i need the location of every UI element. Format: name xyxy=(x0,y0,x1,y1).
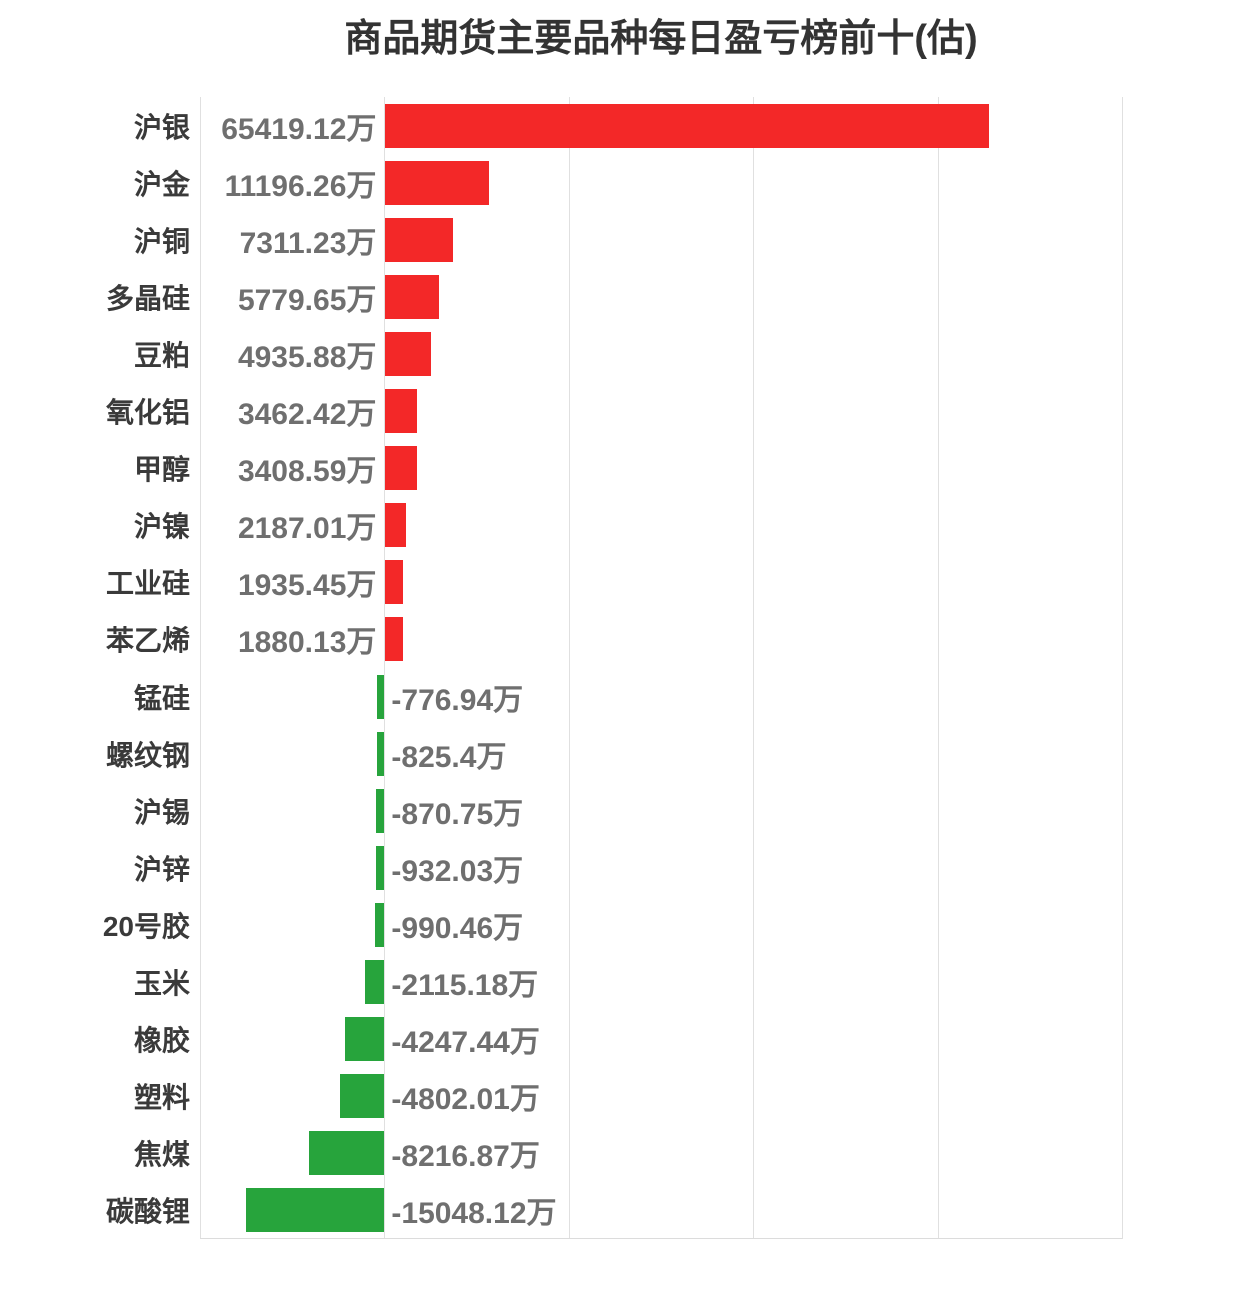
chart-bar[interactable] xyxy=(385,560,404,605)
category-label: 螺纹钢 xyxy=(105,739,190,771)
chart-bar[interactable] xyxy=(340,1074,385,1119)
chart-row: 玉米 -2115.18万 xyxy=(0,954,1246,1011)
chart-bar[interactable] xyxy=(375,902,385,947)
value-label: 1880.13万 xyxy=(237,626,377,660)
value-label: -990.46万 xyxy=(391,911,524,945)
chart-bar[interactable] xyxy=(375,845,385,890)
category-label: 苯乙烯 xyxy=(105,625,190,657)
gridline xyxy=(200,97,201,1239)
value-label: -4247.44万 xyxy=(391,1026,540,1060)
category-label: 焦煤 xyxy=(133,1139,190,1171)
chart-bar[interactable] xyxy=(385,446,417,491)
chart-row: 碳酸锂 -15048.12万 xyxy=(0,1182,1246,1239)
chart-row: 甲醇 3408.59万 xyxy=(0,440,1246,497)
chart-row: 沪银 65419.12万 xyxy=(0,97,1246,154)
category-label: 橡胶 xyxy=(133,1025,190,1057)
chart-bar[interactable] xyxy=(364,960,385,1005)
value-label: 1935.45万 xyxy=(237,569,377,603)
gridline xyxy=(568,97,570,1239)
category-label: 20号胶 xyxy=(102,910,190,942)
chart-row: 沪锡 -870.75万 xyxy=(0,782,1246,839)
chart-bar[interactable] xyxy=(385,274,439,319)
chart-rows: 沪银 65419.12万 沪金 11196.26万沪铜 7311.23万多晶硅 5779.… xyxy=(0,97,1246,1239)
chart-bar[interactable] xyxy=(308,1131,385,1176)
value-label: -15048.12万 xyxy=(391,1197,557,1231)
value-label: -776.94万 xyxy=(391,683,524,717)
chart-row: 豆粕 4935.88万 xyxy=(0,325,1246,382)
value-label: 7311.23万 xyxy=(239,226,377,260)
chart-bar[interactable] xyxy=(385,503,406,548)
chart-row: 螺纹钢 -825.4万 xyxy=(0,725,1246,782)
gridline xyxy=(937,97,939,1239)
value-label: 4935.88万 xyxy=(237,340,377,374)
category-label: 沪金 xyxy=(133,168,190,200)
chart-row: 塑料 -4802.01万 xyxy=(0,1068,1246,1125)
chart-row: 沪金 11196.26万 xyxy=(0,154,1246,211)
chart-row: 20号胶 -990.46万 xyxy=(0,896,1246,953)
chart-bar[interactable] xyxy=(376,731,385,776)
value-label: -825.4万 xyxy=(391,740,507,774)
chart-row: 沪锌 -932.03万 xyxy=(0,839,1246,896)
gridline xyxy=(1122,97,1123,1239)
chart-row: 工业硅 1935.45万 xyxy=(0,554,1246,611)
chart-bar[interactable] xyxy=(385,331,431,376)
chart-row: 沪镍 2187.01万 xyxy=(0,497,1246,554)
chart-bar[interactable] xyxy=(385,103,989,148)
category-label: 氧化铝 xyxy=(105,397,190,429)
category-label: 沪锌 xyxy=(133,853,190,885)
gridline xyxy=(384,97,386,1239)
chart-bar[interactable] xyxy=(377,674,385,719)
chart-bar[interactable] xyxy=(376,788,385,833)
value-label: -870.75万 xyxy=(391,797,524,831)
category-label: 沪锡 xyxy=(133,796,190,828)
chart-bar[interactable] xyxy=(345,1017,385,1062)
chart-bar[interactable] xyxy=(385,389,418,434)
chart-bar[interactable] xyxy=(385,617,403,662)
category-label: 甲醇 xyxy=(133,454,190,486)
chart-bar[interactable] xyxy=(245,1188,385,1233)
value-label: 11196.26万 xyxy=(224,169,377,203)
chart-title: 商品期货主要品种每日盈亏榜前十(估) xyxy=(344,18,978,60)
value-label: 65419.12万 xyxy=(221,112,377,146)
chart-bar[interactable] xyxy=(385,160,489,205)
category-label: 塑料 xyxy=(133,1082,190,1114)
value-label: -2115.18万 xyxy=(391,969,539,1003)
category-label: 沪铜 xyxy=(133,225,190,257)
category-label: 多晶硅 xyxy=(105,282,190,314)
chart-row: 焦煤 -8216.87万 xyxy=(0,1125,1246,1182)
chart-row: 多晶硅 5779.65万 xyxy=(0,268,1246,325)
gridline xyxy=(753,97,755,1239)
value-label: -8216.87万 xyxy=(391,1140,540,1174)
chart-bar[interactable] xyxy=(385,217,453,262)
value-label: -4802.01万 xyxy=(391,1083,540,1117)
category-label: 沪镍 xyxy=(133,511,190,543)
chart-row: 橡胶 -4247.44万 xyxy=(0,1011,1246,1068)
value-label: 3408.59万 xyxy=(237,455,377,489)
plot-area xyxy=(200,97,1123,1239)
chart-row: 沪铜 7311.23万 xyxy=(0,211,1246,268)
value-label: -932.03万 xyxy=(391,854,524,888)
value-label: 5779.65万 xyxy=(237,283,377,317)
chart-row: 苯乙烯 1880.13万 xyxy=(0,611,1246,668)
category-label: 碳酸锂 xyxy=(105,1196,190,1228)
x-axis-line xyxy=(200,1238,1122,1239)
chart-row: 氧化铝 3462.42万 xyxy=(0,383,1246,440)
category-label: 玉米 xyxy=(133,968,190,1000)
category-label: 锰硅 xyxy=(133,682,190,714)
category-label: 工业硅 xyxy=(105,568,190,600)
chart-row: 锰硅 -776.94万 xyxy=(0,668,1246,725)
category-label: 豆粕 xyxy=(133,339,190,371)
value-label: 2187.01万 xyxy=(237,512,377,546)
category-label: 沪银 xyxy=(133,111,190,143)
value-label: 3462.42万 xyxy=(237,398,377,432)
